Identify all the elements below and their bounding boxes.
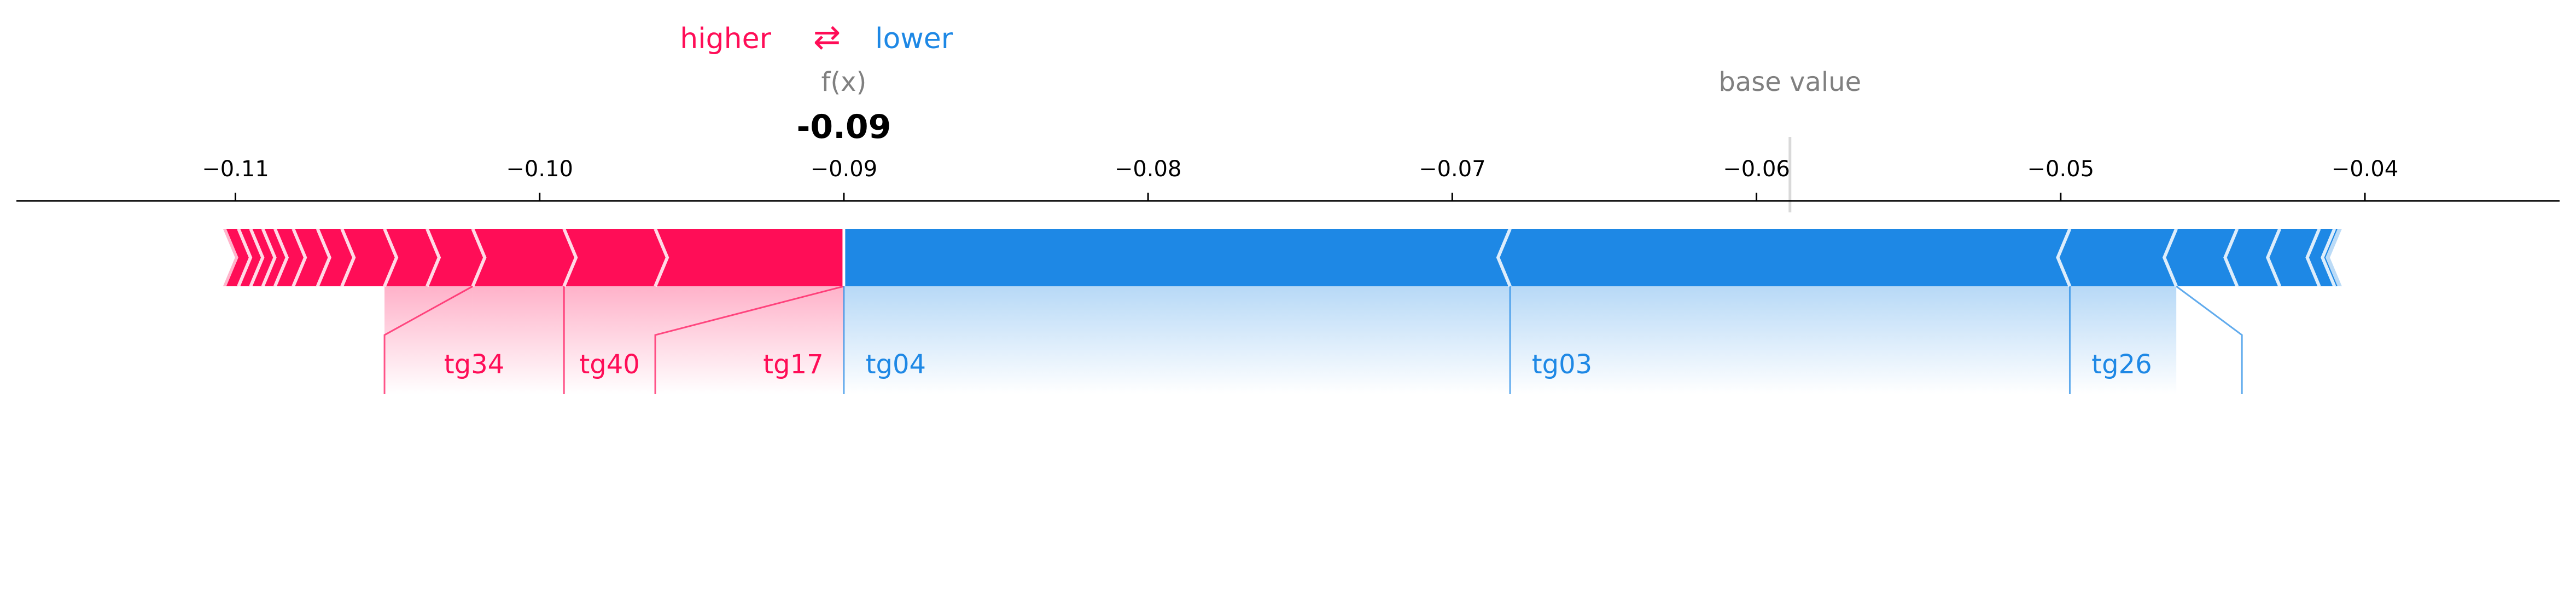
x-tick-label: −0.09 — [811, 157, 878, 182]
lower-segment-divider — [2305, 228, 2321, 287]
feature-shade — [473, 286, 564, 394]
feature-shade — [1510, 286, 2070, 394]
higher-segment-divider — [340, 228, 356, 287]
x-tick-label: −0.07 — [1419, 157, 1486, 182]
feature-labels: tg34 tg40 tg17 tg04 tg03 tg26 — [444, 349, 2152, 380]
feature-shade — [843, 286, 1511, 394]
x-tick-label: −0.06 — [1723, 157, 1790, 182]
higher-bar — [226, 229, 844, 286]
higher-segment-divider — [261, 228, 277, 287]
feature-shade — [2070, 286, 2177, 394]
higher-segment-divider — [426, 228, 441, 287]
feature-label-tg03: tg03 — [1532, 349, 1592, 380]
feature-connector — [654, 285, 844, 394]
segment-dividers — [237, 228, 2336, 287]
higher-segment-divider — [292, 228, 307, 287]
lower-bar — [843, 229, 2338, 286]
x-tick-label: −0.05 — [2027, 157, 2095, 182]
higher-segment-divider — [249, 228, 265, 287]
feature-connector — [383, 285, 474, 394]
lower-segment-divider — [2056, 228, 2072, 287]
feature-label-tg26: tg26 — [2091, 349, 2152, 380]
feature-shade — [564, 286, 844, 394]
x-axis-ticks: −0.11 −0.10 −0.09 −0.08 −0.07 −0.06 −0.05 −0.04 — [202, 157, 2398, 201]
feature-connector — [2176, 285, 2243, 394]
lower-segment-divider — [2321, 228, 2336, 287]
feature-label-tg40: tg40 — [579, 349, 639, 380]
lower-segment-divider — [2266, 228, 2282, 287]
feature-shading — [384, 286, 2177, 394]
x-tick-label: −0.08 — [1115, 157, 1182, 182]
higher-segment-divider — [562, 228, 578, 287]
higher-segment-divider — [237, 228, 253, 287]
legend-arrow-icon: ⇄ — [813, 18, 841, 56]
lower-segment-divider — [1496, 228, 1512, 287]
higher-tail — [223, 229, 246, 286]
higher-segment-divider — [273, 228, 289, 287]
x-tick-label: −0.04 — [2332, 157, 2399, 182]
x-tick-label: −0.11 — [202, 157, 269, 182]
higher-segment-divider — [316, 228, 331, 287]
legend-lower-label: lower — [875, 22, 953, 55]
higher-segment-divider — [654, 228, 669, 287]
force-bars — [223, 229, 2342, 286]
feature-annotations — [383, 285, 2243, 394]
base-value-label: base value — [1718, 67, 1861, 97]
lower-segment-divider — [2162, 228, 2178, 287]
output-value-label: -0.09 — [796, 108, 891, 146]
feature-shade — [384, 286, 473, 394]
feature-label-tg17: tg17 — [763, 349, 823, 380]
x-tick-label: −0.10 — [506, 157, 573, 182]
lower-segment-divider — [2223, 228, 2239, 287]
higher-segment-divider — [471, 228, 487, 287]
legend-higher-label: higher — [680, 22, 771, 55]
fx-label: f(x) — [821, 67, 867, 97]
feature-label-tg34: tg34 — [444, 349, 504, 380]
higher-segment-divider — [383, 228, 399, 287]
feature-label-tg04: tg04 — [866, 349, 926, 380]
